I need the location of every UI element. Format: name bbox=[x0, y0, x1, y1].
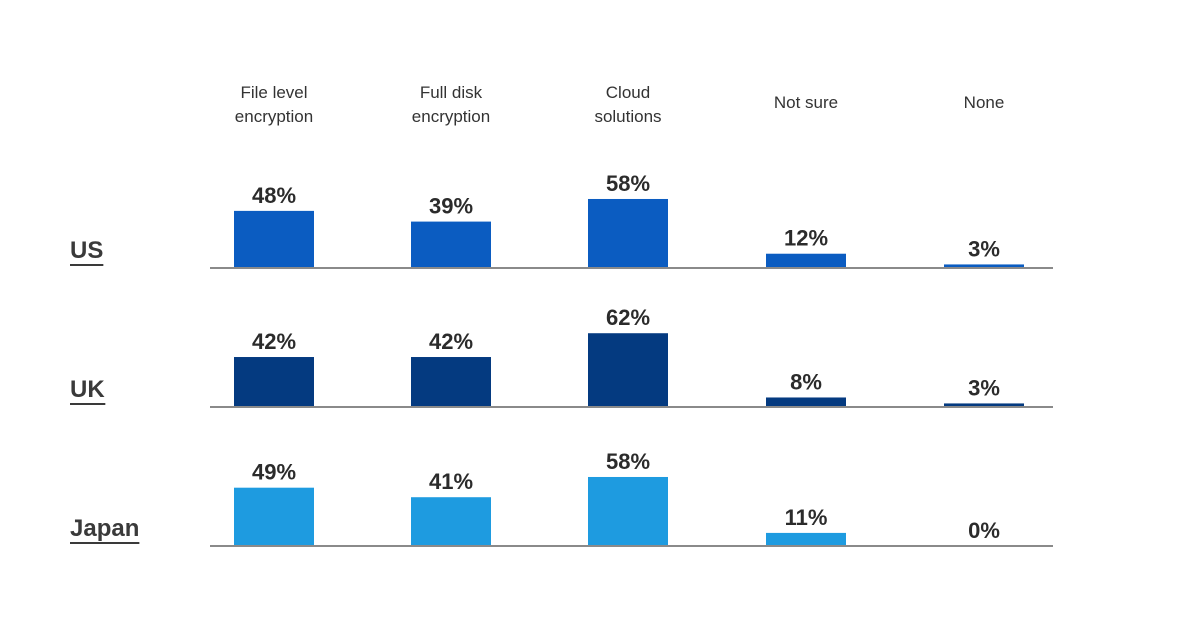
category-label-line: encryption bbox=[412, 107, 490, 126]
category-label-line: File level bbox=[240, 83, 307, 102]
data-label: 58% bbox=[606, 449, 650, 474]
series-row: Japan 49% 41% 58% 11% 0% bbox=[70, 449, 1053, 547]
data-label: 62% bbox=[606, 305, 650, 330]
category-label: None bbox=[964, 93, 1005, 112]
data-label: 0% bbox=[968, 518, 1000, 543]
bar bbox=[766, 532, 846, 546]
bar bbox=[234, 210, 314, 268]
bar bbox=[588, 198, 668, 268]
data-label: 11% bbox=[785, 505, 828, 530]
data-label: 39% bbox=[429, 194, 473, 219]
category-label: Cloud solutions bbox=[594, 83, 661, 126]
data-label: 12% bbox=[784, 226, 828, 251]
category-label: File level encryption bbox=[235, 83, 313, 126]
data-label: 58% bbox=[606, 171, 650, 196]
data-label: 41% bbox=[429, 469, 473, 494]
bar bbox=[766, 253, 846, 268]
category-label-line: encryption bbox=[235, 107, 313, 126]
bar bbox=[944, 403, 1024, 407]
bar bbox=[234, 357, 314, 407]
series-row: UK 42% 42% 62% 8% 3% bbox=[70, 305, 1053, 408]
data-label: 3% bbox=[968, 375, 1000, 400]
data-label: 3% bbox=[968, 236, 1000, 261]
bar bbox=[411, 357, 491, 407]
category-label-line: Cloud bbox=[606, 83, 650, 102]
category-label: Full disk encryption bbox=[412, 83, 490, 126]
bar bbox=[766, 397, 846, 407]
category-label-line: Full disk bbox=[420, 83, 483, 102]
bar bbox=[411, 497, 491, 546]
bar bbox=[234, 487, 314, 546]
bar bbox=[411, 221, 491, 268]
data-label: 42% bbox=[252, 329, 296, 354]
category-label-line: Not sure bbox=[774, 93, 838, 112]
bar bbox=[944, 264, 1024, 268]
category-label-line: None bbox=[964, 93, 1005, 112]
series-row: US 48% 39% 58% 12% 3% bbox=[70, 171, 1053, 269]
data-label: 49% bbox=[252, 460, 296, 485]
series-label: Japan bbox=[70, 515, 139, 542]
category-label-line: solutions bbox=[594, 107, 661, 126]
series-label: UK bbox=[70, 376, 105, 403]
bar bbox=[588, 476, 668, 546]
category-label: Not sure bbox=[774, 93, 838, 112]
bar bbox=[588, 333, 668, 407]
data-label: 8% bbox=[790, 369, 822, 394]
series-label: US bbox=[70, 237, 103, 264]
data-label: 42% bbox=[429, 329, 473, 354]
data-label: 48% bbox=[252, 183, 296, 208]
